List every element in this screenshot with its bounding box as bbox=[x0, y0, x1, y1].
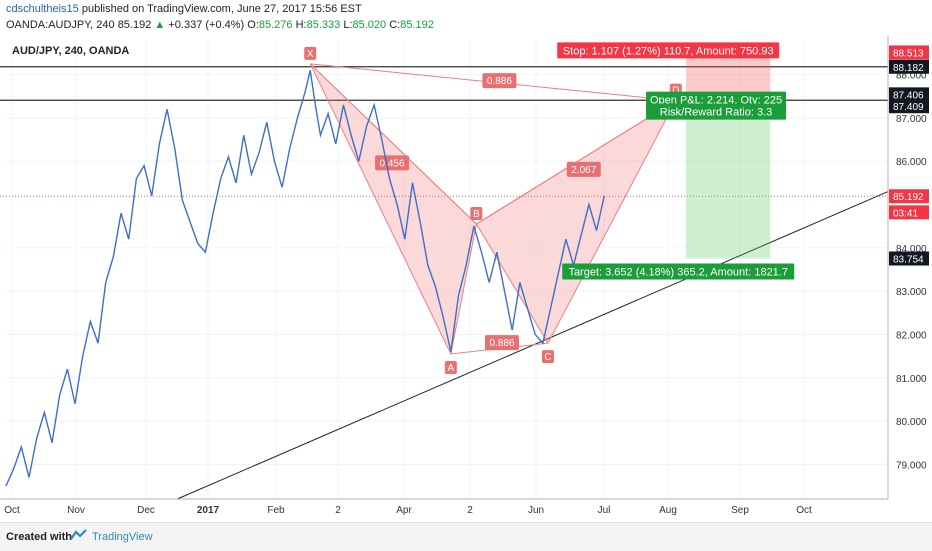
price-tag-box bbox=[889, 59, 929, 74]
footer: Created with TradingView bbox=[0, 522, 932, 551]
close-label: C: bbox=[389, 19, 401, 31]
pattern-point-label-B: B bbox=[473, 209, 480, 220]
publish-header: cdschultheis15 published on TradingView.… bbox=[0, 0, 932, 36]
low-value: 85.020 bbox=[352, 19, 387, 31]
price-tag-box bbox=[889, 87, 929, 102]
price-tag-label: 83.754 bbox=[893, 255, 924, 266]
price-tag-label: 88.513 bbox=[893, 48, 924, 59]
stop-label-box bbox=[557, 42, 780, 59]
open-label: O: bbox=[247, 19, 259, 31]
stop-label: Stop: 1.107 (1.27%) 110.7, Amount: 750.9… bbox=[563, 45, 774, 57]
price-change: +0.337 (+0.4%) bbox=[168, 19, 245, 31]
quote-line: OANDA:AUDJPY, 240 85.192 ▲ +0.337 (+0.4%… bbox=[6, 19, 434, 31]
last-price: 85.192 bbox=[117, 19, 152, 31]
price-tag-box bbox=[889, 251, 929, 266]
price-tag-box bbox=[889, 45, 929, 60]
ratio-label-box bbox=[482, 73, 517, 89]
target-label-box bbox=[562, 263, 795, 280]
low-label: L: bbox=[343, 19, 353, 31]
time-tick-label: 2017 bbox=[197, 505, 220, 516]
time-tick-label: Oct bbox=[4, 505, 20, 516]
target-zone bbox=[686, 100, 771, 259]
pattern-point-box-X bbox=[304, 46, 317, 60]
high-value: 85.333 bbox=[306, 19, 341, 31]
time-tick-label: Nov bbox=[67, 505, 85, 516]
price-tick-label: 83.000 bbox=[896, 287, 927, 298]
price-tag-box bbox=[889, 99, 929, 114]
target-label: Target: 3.652 (4.18%) 365.2, Amount: 182… bbox=[568, 267, 788, 279]
ratio-label-box bbox=[484, 335, 519, 351]
price-tag-box bbox=[889, 205, 929, 220]
time-tick-label: Dec bbox=[137, 505, 155, 516]
price-tag-box bbox=[889, 189, 929, 204]
symbol-timeframe: OANDA:AUDJPY, 240 bbox=[6, 19, 115, 31]
time-tick-label: Feb bbox=[267, 505, 285, 516]
ratio-label: 0.886 bbox=[489, 338, 514, 349]
ratio-label-box bbox=[566, 161, 601, 177]
price-series-line bbox=[5, 70, 605, 487]
price-tick-label: 86.000 bbox=[896, 157, 927, 168]
time-tick-label: Sep bbox=[731, 505, 749, 516]
pattern-point-label-C: C bbox=[544, 352, 551, 363]
ratio-label-box bbox=[375, 155, 410, 171]
time-tick-label: 2 bbox=[467, 505, 473, 516]
pattern-point-box-A bbox=[444, 360, 457, 374]
up-arrow-icon: ▲ bbox=[154, 19, 166, 31]
time-tick-label: 2 bbox=[335, 505, 341, 516]
author-link[interactable]: cdschultheis15 bbox=[6, 3, 79, 15]
time-tick-label: Apr bbox=[396, 505, 412, 516]
close-value: 85.192 bbox=[400, 19, 434, 31]
created-with-label: Created with bbox=[6, 531, 73, 543]
published-text: published on TradingView.com, June 27, 2… bbox=[81, 3, 362, 15]
price-chart[interactable]: X A B C D 0.886 0.456 0.886 2.067 Stop: 1.107 (1… bbox=[0, 36, 932, 520]
ratio-label: 2.067 bbox=[571, 165, 596, 176]
harmonic-line-xb bbox=[309, 63, 477, 225]
price-tick-label: 79.000 bbox=[896, 460, 927, 471]
pattern-point-label-A: A bbox=[447, 363, 454, 374]
price-tick-label: 88.000 bbox=[896, 71, 927, 82]
chart-area[interactable]: X A B C D 0.886 0.456 0.886 2.067 Stop: 1.107 (1… bbox=[0, 36, 932, 520]
price-tick-label: 84.000 bbox=[896, 244, 927, 255]
tradingview-brand[interactable]: TradingView bbox=[92, 531, 153, 543]
time-tick-label: Aug bbox=[659, 505, 677, 516]
high-label: H: bbox=[295, 19, 307, 31]
tradingview-logo-icon bbox=[70, 529, 87, 540]
pattern-point-label-D: D bbox=[672, 86, 679, 97]
price-tick-label: 80.000 bbox=[896, 417, 927, 428]
time-tick-label: Jul bbox=[598, 505, 611, 516]
price-tick-label: 81.000 bbox=[896, 374, 927, 385]
price-tag-label: 03:41 bbox=[893, 208, 918, 219]
risk-reward-label: Risk/Reward Ratio: 3.3 bbox=[660, 107, 773, 119]
pattern-point-box-B bbox=[470, 207, 483, 221]
time-tick-label: Jun bbox=[528, 505, 544, 516]
price-tag-label: 85.192 bbox=[893, 192, 924, 203]
ratio-label: 0.886 bbox=[487, 76, 512, 87]
publish-line: cdschultheis15 published on TradingView.… bbox=[6, 3, 362, 15]
pattern-point-box-C bbox=[541, 350, 554, 364]
price-tick-label: 82.000 bbox=[896, 330, 927, 341]
time-tick-label: Oct bbox=[796, 505, 812, 516]
risk-reward-label-box bbox=[646, 103, 787, 120]
price-tag-label: 87.409 bbox=[893, 102, 924, 113]
price-tag-label: 87.406 bbox=[893, 90, 924, 101]
open-value: 85.276 bbox=[258, 19, 293, 31]
price-tick-label: 87.000 bbox=[896, 114, 927, 125]
pattern-point-label-X: X bbox=[307, 49, 314, 60]
chart-title: AUD/JPY, 240, OANDA bbox=[12, 45, 130, 57]
ratio-label: 0.456 bbox=[380, 158, 405, 169]
price-tag-label: 88.182 bbox=[893, 63, 924, 74]
